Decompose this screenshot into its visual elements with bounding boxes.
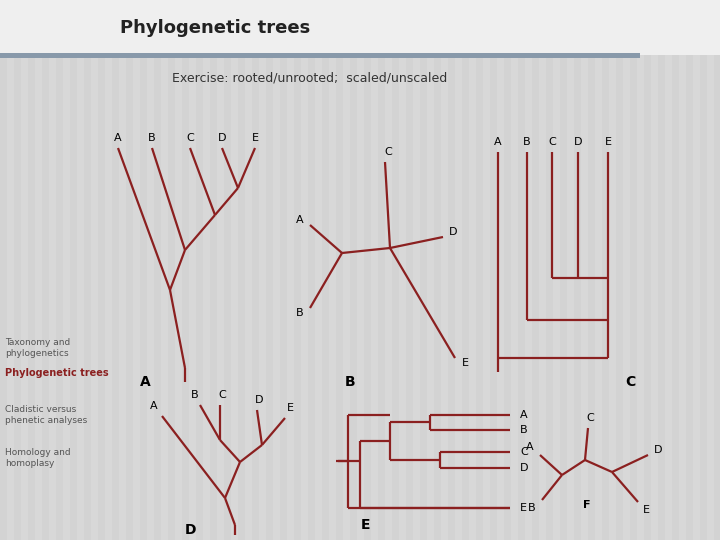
Bar — [238, 0, 245, 540]
Bar — [644, 0, 651, 540]
Bar — [490, 0, 497, 540]
Text: E: E — [287, 403, 294, 413]
Text: Exercise: rooted/unrooted;  scaled/unscaled: Exercise: rooted/unrooted; scaled/unscal… — [172, 71, 448, 84]
Bar — [70, 0, 77, 540]
Text: B: B — [345, 375, 355, 389]
Bar — [574, 0, 581, 540]
Text: D: D — [449, 227, 457, 237]
Text: B: B — [528, 503, 536, 513]
Text: C: C — [218, 390, 226, 400]
Bar — [518, 0, 525, 540]
Bar — [364, 0, 371, 540]
Bar — [546, 0, 553, 540]
Bar — [252, 0, 259, 540]
Bar — [42, 0, 49, 540]
Text: B: B — [192, 390, 199, 400]
Bar — [182, 0, 189, 540]
Bar — [588, 0, 595, 540]
Bar — [280, 0, 287, 540]
Text: B: B — [520, 425, 528, 435]
Text: F: F — [583, 500, 590, 510]
Bar — [448, 0, 455, 540]
Text: E: E — [462, 358, 469, 368]
Bar — [616, 0, 623, 540]
Bar — [658, 0, 665, 540]
Bar — [210, 0, 217, 540]
Text: E: E — [642, 505, 649, 515]
Bar — [56, 0, 63, 540]
Text: D: D — [184, 523, 196, 537]
Text: D: D — [217, 133, 226, 143]
Bar — [266, 0, 273, 540]
Bar — [322, 0, 329, 540]
Text: A: A — [296, 215, 304, 225]
Text: C: C — [186, 133, 194, 143]
Text: D: D — [255, 395, 264, 405]
Bar — [294, 0, 301, 540]
Text: A: A — [494, 137, 502, 147]
Text: D: D — [574, 137, 582, 147]
Text: E: E — [251, 133, 258, 143]
Text: C: C — [548, 137, 556, 147]
Bar — [126, 0, 133, 540]
Bar — [434, 0, 441, 540]
Bar — [308, 0, 315, 540]
Bar — [336, 0, 343, 540]
Bar — [350, 0, 357, 540]
Bar — [154, 0, 161, 540]
Text: C: C — [586, 413, 594, 423]
Bar — [504, 0, 511, 540]
Text: Phylogenetic trees: Phylogenetic trees — [5, 368, 109, 378]
Text: C: C — [384, 147, 392, 157]
Text: C: C — [625, 375, 635, 389]
Text: Cladistic versus
phenetic analyses: Cladistic versus phenetic analyses — [5, 405, 87, 425]
Text: E: E — [605, 137, 611, 147]
Bar — [224, 0, 231, 540]
Bar — [378, 0, 385, 540]
Text: Taxonomy and
phylogenetics: Taxonomy and phylogenetics — [5, 338, 71, 358]
Text: Phylogenetic trees: Phylogenetic trees — [120, 19, 310, 37]
Bar — [560, 0, 567, 540]
Text: B: B — [296, 308, 304, 318]
Bar — [0, 53, 640, 58]
Bar — [672, 0, 679, 540]
Bar — [406, 0, 413, 540]
Bar — [714, 0, 720, 540]
Text: E: E — [360, 518, 370, 532]
Bar — [112, 0, 119, 540]
Bar — [28, 0, 35, 540]
Text: E: E — [520, 503, 527, 513]
Text: Homology and
homoplasy: Homology and homoplasy — [5, 448, 71, 468]
Bar — [14, 0, 21, 540]
Text: D: D — [654, 445, 662, 455]
Bar — [420, 0, 427, 540]
Text: A: A — [526, 442, 534, 452]
Text: A: A — [140, 375, 150, 389]
Text: B: B — [523, 137, 531, 147]
Text: C: C — [520, 447, 528, 457]
Text: A: A — [520, 410, 528, 420]
Bar — [630, 0, 637, 540]
Bar — [602, 0, 609, 540]
Bar — [98, 0, 105, 540]
Bar — [392, 0, 399, 540]
Bar — [462, 0, 469, 540]
Bar — [0, 0, 720, 55]
Text: A: A — [114, 133, 122, 143]
Bar — [700, 0, 707, 540]
Bar — [84, 0, 91, 540]
Text: D: D — [520, 463, 528, 473]
Bar — [476, 0, 483, 540]
Bar — [532, 0, 539, 540]
Bar — [140, 0, 147, 540]
Text: B: B — [148, 133, 156, 143]
Bar — [686, 0, 693, 540]
Text: A: A — [150, 401, 158, 411]
Bar — [0, 0, 7, 540]
Bar — [168, 0, 175, 540]
Bar — [196, 0, 203, 540]
